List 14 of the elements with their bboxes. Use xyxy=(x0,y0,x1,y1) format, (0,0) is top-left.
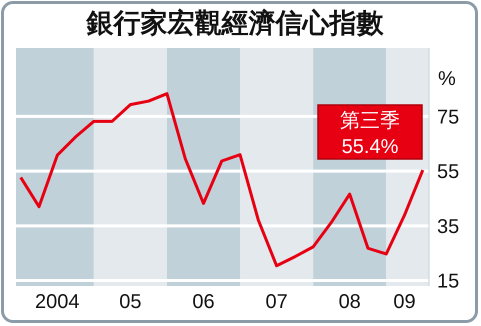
y-tick-label: 55 xyxy=(437,161,460,184)
line-series xyxy=(19,92,424,268)
x-tick-label: 09 xyxy=(393,291,416,314)
x-tick-label: 06 xyxy=(192,291,215,314)
x-tick-label: 05 xyxy=(119,291,142,314)
y-tick-label: 75 xyxy=(437,106,460,128)
y-tick-label: 35 xyxy=(437,216,460,238)
x-tick-label: 08 xyxy=(338,291,361,314)
chart-title: 銀行家宏觀經濟信心指數 xyxy=(85,7,384,40)
x-tick-label: 2004 xyxy=(35,291,80,314)
y-tick-label: 15 xyxy=(437,270,460,293)
x-tick-label: 07 xyxy=(265,291,288,314)
y-axis-title: % xyxy=(438,68,456,91)
annotation: 第三季 55.4% xyxy=(340,110,400,158)
